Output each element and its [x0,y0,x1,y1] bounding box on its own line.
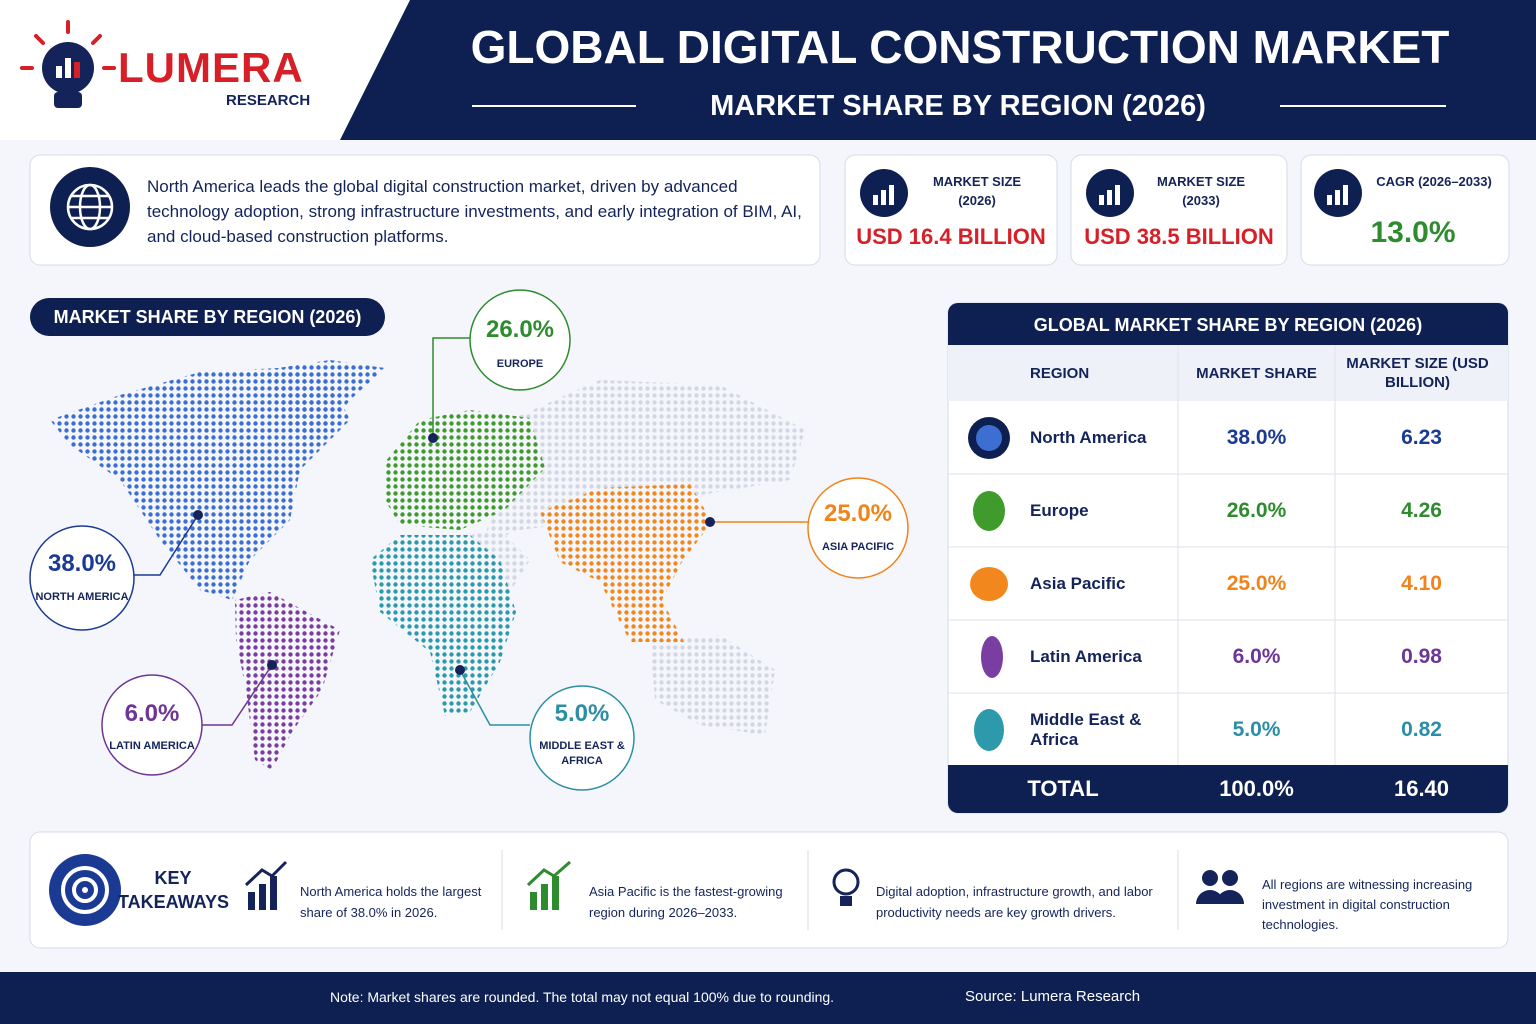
callout-label: NORTH AMERICA [35,591,129,603]
table-header: MARKET SIZE (USD BILLION) [1346,355,1489,391]
table-title-bar [948,303,1508,345]
region-icons [968,417,1010,751]
callout-label: EUROPE [496,358,544,370]
total-share: 100.0% [1219,776,1294,801]
stat-value: 13.0% [1370,216,1456,249]
brand: LUMERA [118,44,304,91]
stat-label: MARKET SIZE [932,174,1022,189]
table-grid [948,345,1508,765]
stat-value: USD 16.4 BILLION [856,224,1046,249]
takeaway: North America holds the largest share of… [300,884,482,920]
region-name: Europe [1030,501,1089,520]
takeaways-title: KEY TAKEAWAYS [118,868,230,912]
stat-period: (2033) [1182,193,1220,208]
callout-value: 26.0% [485,316,555,343]
stat-value: USD 38.5 BILLION [1084,224,1274,249]
market-share: 6.0% [1232,645,1281,668]
market-size: 4.26 [1401,499,1442,522]
footer-note: Note: Market shares are rounded. The tot… [330,989,835,1005]
callout-value: 38.0% [47,550,117,577]
table-header: REGION [1030,364,1090,382]
table-title: GLOBAL MARKET SHARE BY REGION (2026) [1033,315,1423,335]
map-title-pill [30,298,385,336]
takeaway: All regions are witnessing increasing in… [1262,877,1473,932]
total-size: 16.40 [1393,776,1450,801]
stat-label: MARKET SIZE [1156,174,1246,189]
takeaway-dividers [501,850,1179,930]
region-name: Asia Pacific [1030,574,1126,593]
header-band [340,0,1536,140]
takeaway: Asia Pacific is the fastest-growing regi… [589,884,783,920]
table-header: MARKET SHARE [1196,364,1317,382]
table-header-bg [948,345,1508,401]
total-label: TOTAL [1027,776,1099,801]
callout-label: ASIA PACIFIC [821,541,895,553]
logo-icon [20,20,116,108]
callout-value: 6.0% [124,700,180,727]
region-name: Middle East & Africa [1030,710,1142,749]
table-total-bg [948,765,1508,813]
globe-lines [66,183,114,231]
callout-rings [29,289,909,791]
region-name: Latin America [1030,647,1142,666]
market-size: 6.23 [1401,426,1442,449]
market-size: 0.98 [1401,645,1442,668]
world-map [50,360,805,770]
summary: North America leads the global digital c… [147,177,802,246]
subtitle: MARKET SHARE BY REGION (2026) [710,90,1206,122]
footer-source: Source: Lumera Research [965,988,1141,1005]
market-share: 38.0% [1226,426,1287,449]
market-share: 25.0% [1226,572,1287,595]
stat-label: CAGR (2026–2033) [1376,174,1492,189]
market-share: 5.0% [1232,718,1281,741]
callout-label: MIDDLE EAST & AFRICA [539,740,625,767]
map-title: MARKET SHARE BY REGION (2026) [53,307,362,327]
takeaway-icons [49,854,1244,926]
summary-box [29,154,821,266]
market-size: 4.10 [1401,572,1442,595]
stat-icons [860,169,1362,217]
market-size: 0.82 [1401,718,1442,741]
callout-value: 25.0% [823,500,893,527]
callout-dots [193,433,715,675]
title: GLOBAL DIGITAL CONSTRUCTION MARKET [470,21,1450,73]
callout-label: LATIN AMERICA [109,740,195,752]
footer-bg [0,972,1536,1024]
brand-sub: RESEARCH [226,92,311,109]
takeaway: Digital adoption, infrastructure growth,… [876,884,1153,920]
callout-value: 5.0% [554,700,610,727]
stat-period: (2026) [958,193,996,208]
takeaways-box [29,831,1509,949]
market-share: 26.0% [1226,499,1287,522]
region-name: North America [1030,428,1147,447]
